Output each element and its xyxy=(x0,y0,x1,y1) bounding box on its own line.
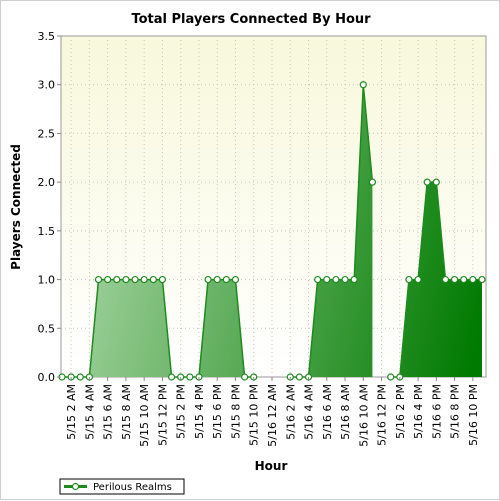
legend: Perilous Realms xyxy=(59,478,185,495)
data-point xyxy=(231,275,240,284)
x-tick-label: 5/15 8 PM xyxy=(229,384,242,439)
data-point xyxy=(414,275,422,284)
x-tick-label: 5/15 6 AM xyxy=(102,384,115,440)
x-tick-label: 5/16 6 PM xyxy=(430,384,443,439)
data-point xyxy=(149,275,157,284)
data-area xyxy=(62,84,482,378)
data-point xyxy=(76,373,84,381)
x-tick-label: 5/15 4 PM xyxy=(193,384,206,439)
data-point xyxy=(167,373,176,381)
y-tick-label: 3.5 xyxy=(38,30,56,43)
data-point xyxy=(368,178,377,186)
x-tick-label: 5/16 4 AM xyxy=(303,384,316,440)
data-point xyxy=(323,275,331,284)
data-point xyxy=(241,373,249,381)
x-tick-label: 5/15 10 AM xyxy=(138,384,151,447)
data-point xyxy=(122,275,130,284)
y-tick-label: 2.0 xyxy=(38,176,56,189)
series-line xyxy=(290,84,374,378)
data-point xyxy=(350,275,358,284)
y-tick-label: 3.0 xyxy=(38,79,56,92)
data-point xyxy=(332,275,340,284)
data-point xyxy=(295,373,303,381)
x-tick-label: 5/15 2 AM xyxy=(65,384,78,440)
x-tick-label: 5/16 10 PM xyxy=(467,384,480,446)
x-tick-label: 5/16 10 AM xyxy=(357,384,370,447)
y-axis-ticks: 0.0 0.5 1.0 1.5 2.0 2.5 3.0 3.5 xyxy=(38,30,61,384)
data-point xyxy=(387,373,395,381)
y-tick-label: 0.0 xyxy=(38,371,56,384)
legend-series-label: Perilous Realms xyxy=(93,482,172,493)
data-point xyxy=(204,275,212,284)
data-point xyxy=(94,275,103,284)
data-point xyxy=(186,373,194,381)
data-point xyxy=(113,275,121,284)
x-axis-ticks: 5/15 2 AM 5/15 4 AM 5/15 6 AM 5/15 8 AM 5/15… xyxy=(65,377,480,447)
y-tick-label: 1.0 xyxy=(38,274,56,287)
data-point xyxy=(432,178,440,186)
data-point xyxy=(158,275,167,284)
x-tick-label: 5/16 6 AM xyxy=(321,384,334,440)
series-line xyxy=(62,278,254,378)
data-point xyxy=(441,275,450,284)
x-tick-label: 5/15 2 PM xyxy=(175,384,188,439)
x-tick-label: 5/15 8 AM xyxy=(120,384,133,440)
data-point xyxy=(478,275,486,284)
data-point xyxy=(359,81,367,89)
legend-box xyxy=(59,478,185,495)
x-tick-label: 5/16 12 AM xyxy=(266,384,279,447)
x-tick-label: 5/15 6 PM xyxy=(211,384,224,439)
x-tick-label: 5/16 12 PM xyxy=(376,384,389,446)
data-point xyxy=(423,178,431,186)
data-point xyxy=(131,275,139,284)
x-tick-label: 5/15 4 AM xyxy=(83,384,96,440)
data-point xyxy=(104,275,112,284)
x-tick-label: 5/16 8 AM xyxy=(339,384,352,440)
area-fill xyxy=(390,182,482,377)
x-tick-label: 5/16 4 PM xyxy=(412,384,425,439)
legend-marker-swatch xyxy=(71,482,80,491)
x-tick-label: 5/16 8 PM xyxy=(449,384,462,439)
data-markers xyxy=(58,81,486,381)
data-point xyxy=(341,275,349,284)
chart-title: Total Players Connected By Hour xyxy=(131,12,371,27)
data-point xyxy=(405,275,413,284)
x-tick-label: 5/16 2 PM xyxy=(394,384,407,439)
area-fill xyxy=(290,84,373,377)
data-point xyxy=(460,275,468,284)
data-point xyxy=(222,275,230,284)
data-point xyxy=(314,275,322,284)
x-axis-title: Hour xyxy=(255,459,288,473)
x-tick-label: 5/15 12 PM xyxy=(156,384,169,446)
x-tick-label: 5/15 10 PM xyxy=(248,384,261,446)
data-point xyxy=(140,275,148,284)
data-point xyxy=(450,275,459,284)
y-tick-label: 1.5 xyxy=(38,225,56,238)
y-tick-label: 2.5 xyxy=(38,127,56,140)
data-point xyxy=(469,275,477,284)
y-tick-label: 0.5 xyxy=(38,322,56,335)
data-point xyxy=(213,275,221,284)
x-tick-label: 5/16 2 AM xyxy=(284,384,297,440)
y-axis-title: Players Connected xyxy=(9,144,23,270)
